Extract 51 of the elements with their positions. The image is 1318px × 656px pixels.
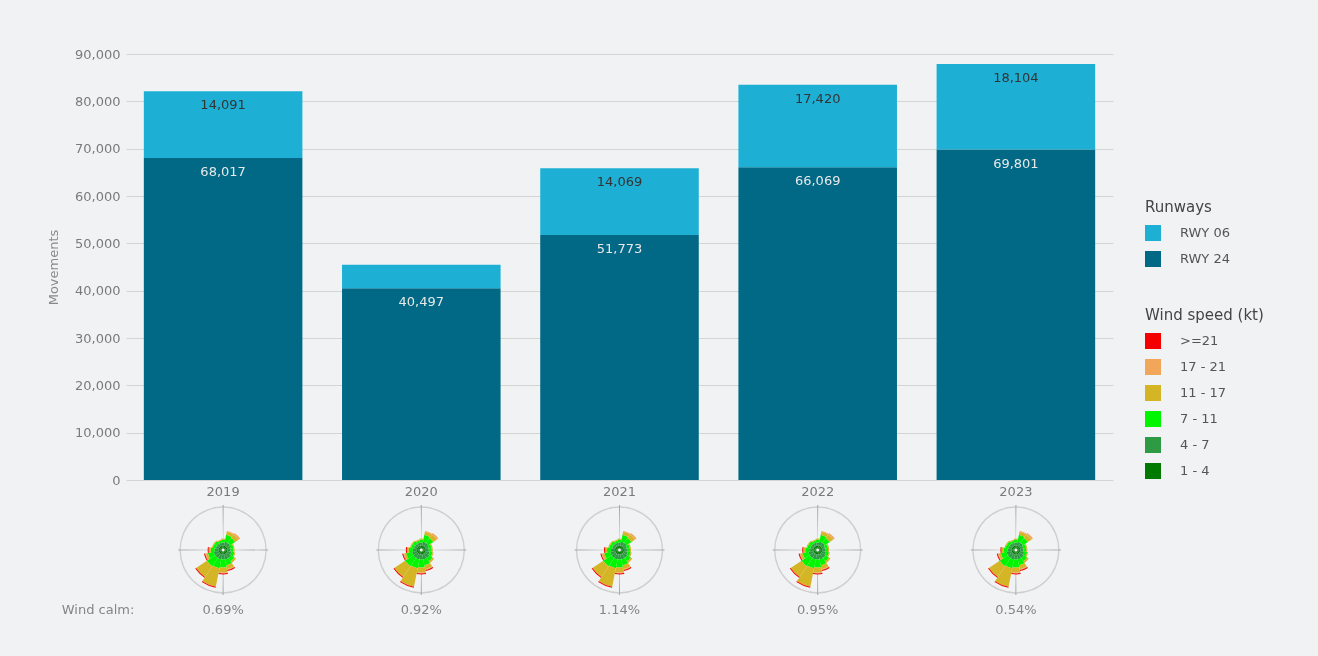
bar	[342, 264, 501, 289]
x-tick-label: 2022	[801, 483, 835, 499]
y-axis-title: Movements	[46, 229, 62, 306]
data-label: 17,420	[794, 90, 841, 106]
y-tick-label: 20,000	[75, 377, 121, 393]
text: 0.69%	[202, 602, 244, 617]
y-tick-label: 80,000	[75, 93, 121, 109]
text: 1.14%	[598, 602, 641, 617]
bar	[143, 158, 303, 480]
legend-title: Wind speed (kt)	[1145, 306, 1264, 324]
category-label: >=21	[1180, 333, 1219, 348]
bar	[540, 168, 699, 235]
text: Wind calm:	[61, 602, 135, 617]
data-label: 40,497	[398, 294, 445, 310]
y-tick-label: 0	[112, 472, 121, 488]
data-label: 68,017	[200, 164, 246, 180]
x-tick-label: 2019	[206, 483, 240, 499]
bar	[143, 91, 303, 159]
category-label: 7 - 11	[1180, 411, 1218, 426]
x-tick-label: 2020	[404, 483, 438, 499]
data-label: 51,773	[596, 240, 643, 256]
text: 0.95%	[797, 602, 839, 617]
x-tick-label: 2023	[999, 483, 1033, 499]
bar	[540, 234, 699, 480]
text: 0.54%	[995, 602, 1037, 617]
y-tick-label: 70,000	[75, 141, 121, 157]
category-label: 4 - 7	[1180, 437, 1210, 452]
data-label: 14,091	[200, 97, 246, 113]
x-tick-label: 2021	[602, 483, 637, 499]
bar	[738, 84, 897, 168]
bar	[936, 149, 1096, 480]
data-label: 14,069	[596, 174, 643, 190]
bar	[342, 288, 501, 480]
y-tick-label: 60,000	[75, 188, 121, 204]
category-label: 17 - 21	[1180, 359, 1227, 374]
y-tick-label: 90,000	[75, 46, 121, 62]
legend-label: RWY 24	[1180, 251, 1230, 266]
y-tick-label: 50,000	[75, 235, 121, 251]
y-tick-label: 30,000	[75, 330, 121, 346]
data-label: 66,069	[794, 173, 841, 189]
legend-label: RWY 06	[1180, 225, 1230, 240]
data-label: 69,801	[993, 155, 1039, 171]
category-label: 11 - 17	[1180, 385, 1227, 400]
y-tick-label: 10,000	[75, 425, 121, 441]
bar	[738, 167, 897, 480]
bar	[936, 63, 1096, 150]
legend-title: Runways	[1145, 198, 1213, 216]
text: 0.92%	[400, 602, 442, 617]
data-label: 18,104	[993, 69, 1039, 85]
category-label: 1 - 4	[1180, 463, 1210, 478]
y-tick-label: 40,000	[75, 283, 121, 299]
